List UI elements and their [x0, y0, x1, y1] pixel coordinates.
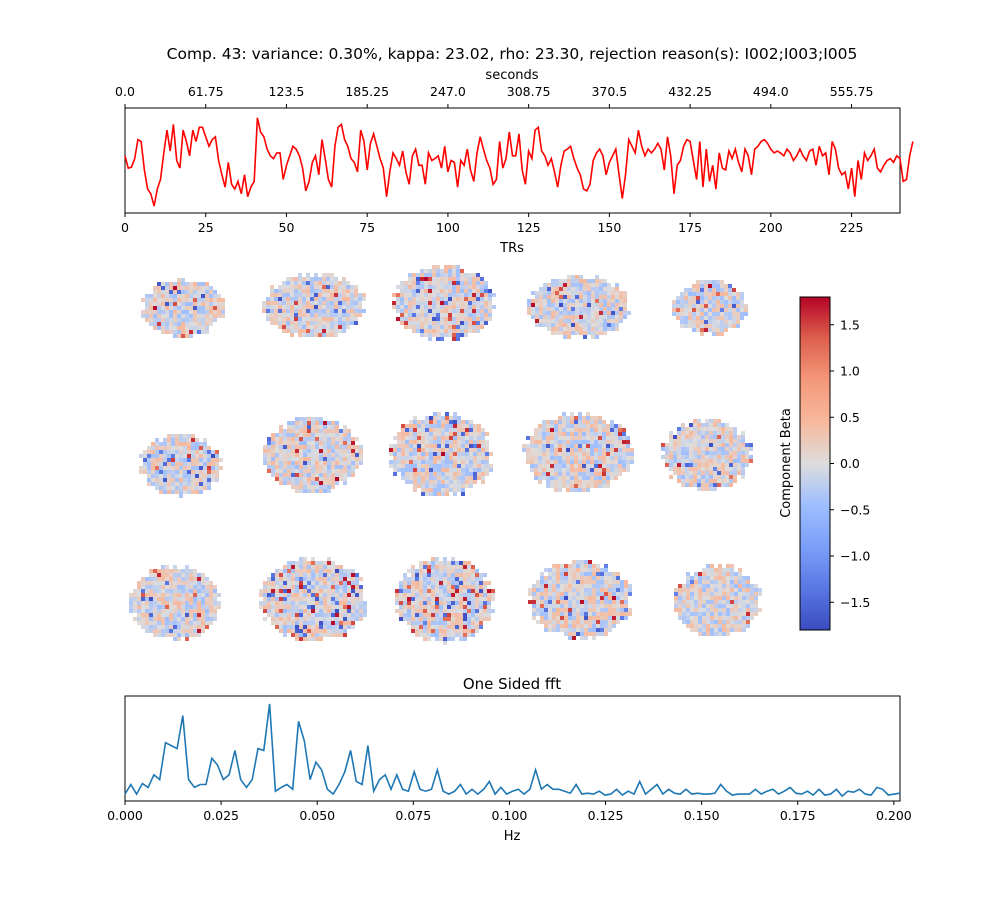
- timeseries-top-tick-label: 185.25: [345, 84, 389, 99]
- fft-xtick-label: 0.000: [107, 808, 143, 823]
- brain-slice-maps: [129, 265, 762, 645]
- timeseries-plot-frame: [124, 107, 901, 214]
- timeseries-panel: 0 25 50 75 100 125 150 175 200 225 0.0 61.75 123.5 1…: [115, 68, 914, 256]
- timeseries-top-tick-label: 247.0: [430, 84, 466, 99]
- brain-slice: [263, 417, 363, 493]
- brain-slice: [528, 560, 632, 640]
- timeseries-top-tick-label: 555.75: [830, 84, 874, 99]
- colorbar-tick-label: −1.5: [840, 595, 870, 610]
- colorbar: 1.5 1.0 0.5 0.0 −0.5 −1.0 −1.5 Component Beta: [779, 296, 870, 631]
- timeseries-xtick-label: 0: [121, 220, 129, 235]
- fft-line: [124, 703, 901, 798]
- timeseries-xtick-label: 200: [759, 220, 783, 235]
- timeseries-xlabel: TRs: [499, 241, 524, 256]
- fft-title: One Sided fft: [463, 675, 561, 693]
- brain-slice: [141, 278, 225, 338]
- brain-slice: [259, 557, 367, 641]
- timeseries-line: [124, 117, 914, 207]
- brain-slice: [392, 265, 496, 341]
- brain-slice: [661, 419, 753, 491]
- timeseries-top-tick-label: 61.75: [188, 84, 224, 99]
- brain-slice: [139, 434, 223, 498]
- colorbar-tick-label: −0.5: [840, 502, 870, 517]
- fft-xtick-label: 0.175: [780, 808, 816, 823]
- colorbar-gradient: [799, 296, 831, 631]
- timeseries-xtick-label: 150: [597, 220, 621, 235]
- timeseries-top-tick-label: 308.75: [507, 84, 551, 99]
- fft-xtick-label: 0.200: [876, 808, 912, 823]
- fft-panel: One Sided fft 0.000 0.025 0.050 0.075 0.100 0…: [107, 675, 912, 844]
- timeseries-top-tick-label: 494.0: [753, 84, 789, 99]
- fft-xtick-label: 0.150: [684, 808, 720, 823]
- timeseries-top-xlabel: seconds: [485, 68, 538, 83]
- timeseries-top-axis: 0.0 61.75 123.5 185.25 247.0 308.75 370.5 432.2…: [115, 84, 873, 108]
- figure-title: Comp. 43: variance: 0.30%, kappa: 23.02,…: [167, 45, 858, 63]
- colorbar-tick-label: 1.5: [840, 317, 860, 332]
- timeseries-top-tick-label: 0.0: [115, 84, 135, 99]
- colorbar-tick-label: 0.5: [840, 410, 860, 425]
- fft-xtick-label: 0.050: [299, 808, 335, 823]
- colorbar-tick-label: 0.0: [840, 456, 860, 471]
- brain-slice: [674, 564, 762, 636]
- fft-xtick-label: 0.125: [588, 808, 624, 823]
- brain-slice: [527, 275, 631, 339]
- timeseries-xtick-label: 100: [436, 220, 460, 235]
- fft-xtick-label: 0.100: [492, 808, 528, 823]
- timeseries-top-tick-label: 123.5: [269, 84, 305, 99]
- timeseries-xtick-label: 50: [279, 220, 295, 235]
- brain-slice: [389, 412, 493, 496]
- timeseries-top-tick-label: 370.5: [591, 84, 627, 99]
- timeseries-xtick-label: 75: [359, 220, 375, 235]
- timeseries-xtick-label: 225: [840, 220, 864, 235]
- fft-xtick-label: 0.025: [203, 808, 239, 823]
- brain-slice: [522, 412, 634, 492]
- fft-xtick-label: 0.075: [395, 808, 431, 823]
- brain-slice: [262, 273, 366, 337]
- timeseries-xtick-label: 25: [198, 220, 214, 235]
- timeseries-bottom-axis: 0 25 50 75 100 125 150 175 200 225: [121, 213, 863, 235]
- timeseries-top-tick-label: 432.25: [668, 84, 712, 99]
- colorbar-tick-label: 1.0: [840, 364, 860, 379]
- fft-bottom-axis: 0.000 0.025 0.050 0.075 0.100 0.125 0.150 0.175…: [107, 801, 912, 823]
- brain-slice: [395, 557, 495, 645]
- fft-plot-frame: [124, 695, 901, 802]
- colorbar-tick-label: −1.0: [840, 549, 870, 564]
- timeseries-xtick-label: 175: [678, 220, 702, 235]
- fft-xlabel: Hz: [504, 829, 521, 844]
- timeseries-xtick-label: 125: [517, 220, 541, 235]
- colorbar-label: Component Beta: [779, 408, 794, 518]
- colorbar-ticks: 1.5 1.0 0.5 0.0 −0.5 −1.0 −1.5: [830, 317, 870, 610]
- brain-slice: [672, 280, 748, 336]
- brain-slice: [129, 565, 221, 641]
